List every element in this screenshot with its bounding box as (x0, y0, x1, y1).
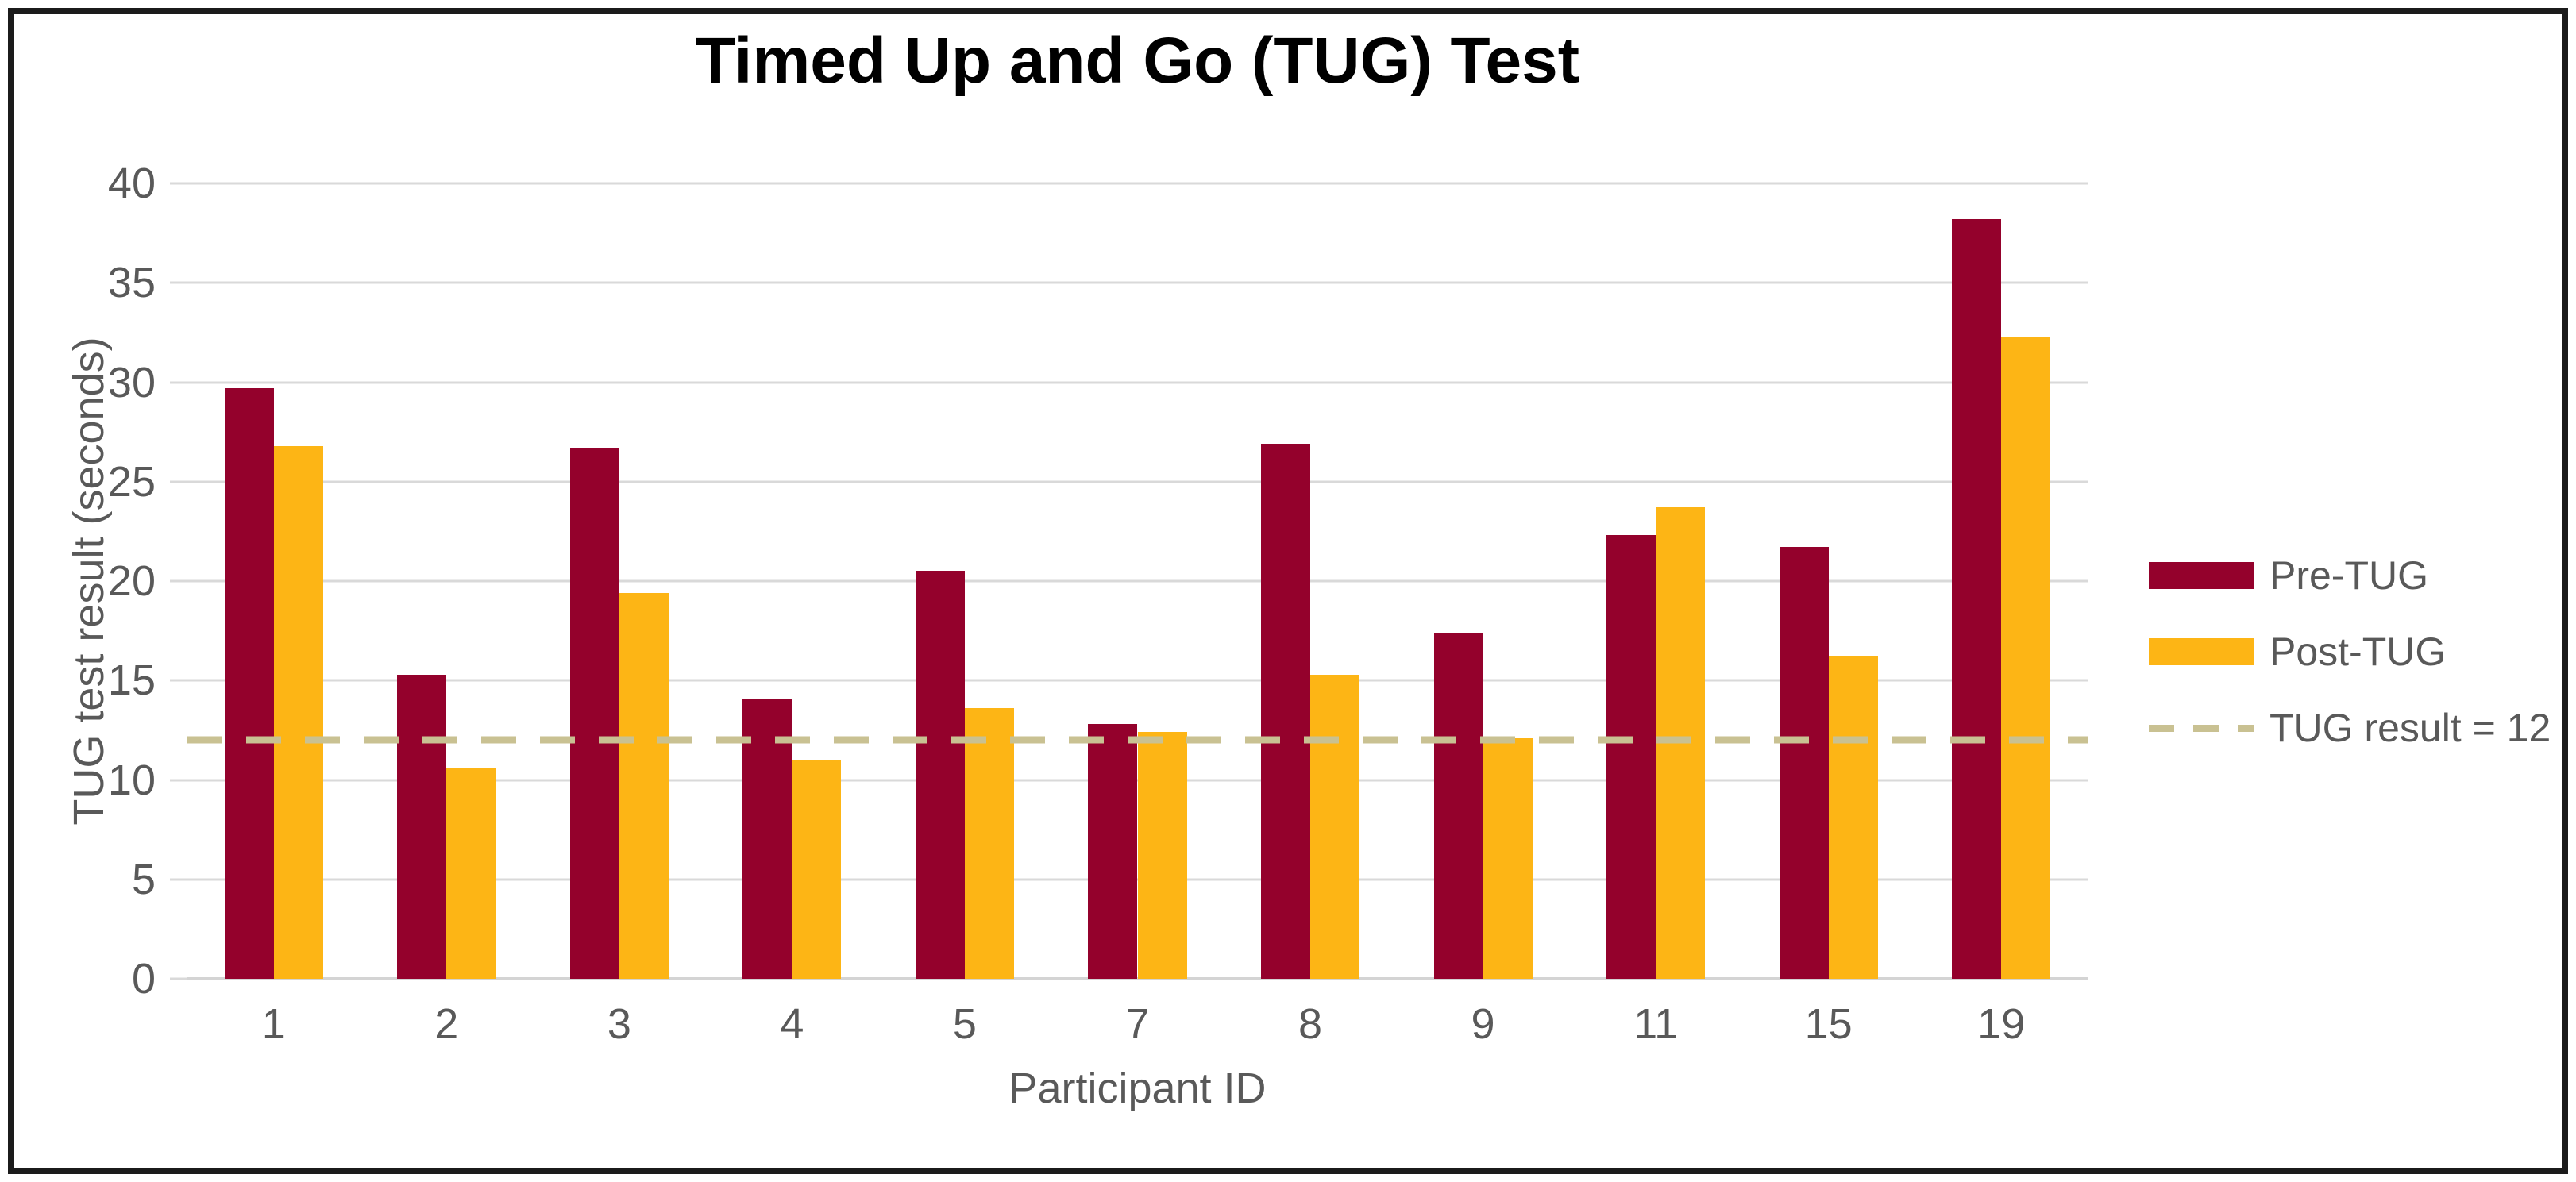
gridline-30 (187, 381, 2088, 383)
bar-post-tug-participant-7 (1137, 732, 1187, 979)
y-tick-mark (170, 281, 187, 284)
gridline-15 (187, 679, 2088, 682)
x-tick-label-4: 4 (780, 1000, 804, 1048)
gridline-35 (187, 281, 2088, 284)
y-tick-mark (170, 579, 187, 583)
legend-item-pre-tug: Pre-TUG (2149, 553, 2551, 598)
y-tick-mark (170, 779, 187, 781)
bar-pre-tug-participant-15 (1779, 547, 1829, 979)
pre-tug-swatch-icon (2149, 562, 2254, 589)
bar-post-tug-participant-2 (446, 768, 496, 979)
x-tick-label-8: 8 (1298, 1000, 1323, 1048)
x-tick-label-11: 11 (1633, 1000, 1679, 1048)
x-tick-label-15: 15 (1804, 1000, 1853, 1048)
gridline-25 (187, 480, 2088, 483)
y-tick-label: 20 (107, 557, 156, 605)
bar-pre-tug-participant-7 (1088, 724, 1138, 979)
bar-pre-tug-participant-9 (1433, 633, 1483, 979)
threshold-dash-icon (2149, 724, 2254, 732)
y-tick-label: 35 (107, 259, 156, 307)
legend-item-post-tug: Post-TUG (2149, 630, 2551, 674)
y-axis-title: TUG test result (seconds) (65, 337, 113, 826)
bar-pre-tug-participant-4 (742, 698, 792, 979)
legend: Pre-TUG Post-TUG TUG result = 12 (2149, 553, 2551, 750)
y-tick-label: 0 (131, 955, 156, 1003)
y-tick-mark (170, 381, 187, 383)
legend-label-post-tug: Post-TUG (2269, 630, 2447, 674)
bar-pre-tug-participant-3 (569, 448, 619, 979)
x-tick-label-1: 1 (261, 1000, 286, 1048)
x-tick-label-19: 19 (1977, 1000, 2026, 1048)
chart-title: Timed Up and Go (TUG) Test (695, 25, 1580, 97)
legend-label-pre-tug: Pre-TUG (2269, 553, 2428, 598)
x-axis-line (187, 977, 2088, 980)
bar-post-tug-participant-1 (273, 445, 323, 979)
bar-pre-tug-participant-5 (915, 571, 965, 979)
y-tick-mark (170, 679, 187, 682)
y-tick-mark (170, 480, 187, 483)
gridline-40 (187, 182, 2088, 185)
gridline-20 (187, 579, 2088, 583)
bar-post-tug-participant-9 (1483, 737, 1533, 979)
bar-pre-tug-participant-8 (1261, 444, 1311, 979)
x-tick-label-5: 5 (952, 1000, 977, 1048)
legend-label-threshold: TUG result = 12 (2269, 706, 2551, 750)
bar-post-tug-participant-15 (1828, 656, 1878, 979)
bar-post-tug-participant-3 (619, 593, 669, 979)
post-tug-swatch-icon (2149, 638, 2254, 665)
legend-item-threshold: TUG result = 12 (2149, 706, 2551, 750)
bar-pre-tug-participant-11 (1606, 535, 1656, 979)
threshold-line (187, 736, 2088, 744)
bar-post-tug-participant-5 (964, 708, 1014, 979)
plot-area: 0 5 10 15 20 25 30 35 40 1 2 3 4 5 7 8 9 11 15 19 (108, 162, 2088, 1045)
y-tick-label: 5 (131, 855, 156, 903)
x-tick-label-9: 9 (1471, 1000, 1495, 1048)
y-tick-mark (170, 878, 187, 881)
bar-pre-tug-participant-2 (397, 674, 447, 979)
bar-post-tug-participant-8 (1310, 674, 1360, 979)
x-axis-title: Participant ID (1008, 1065, 1267, 1112)
y-tick-mark (170, 182, 187, 185)
bar-pre-tug-participant-19 (1952, 219, 2002, 979)
y-tick-label: 25 (107, 457, 156, 506)
x-tick-label-2: 2 (434, 1000, 459, 1048)
y-tick-label: 30 (107, 358, 156, 406)
y-tick-label: 15 (107, 656, 156, 705)
y-tick-label: 40 (107, 160, 156, 207)
x-tick-label-7: 7 (1125, 1000, 1150, 1048)
bar-pre-tug-participant-1 (224, 388, 274, 979)
x-tick-label-3: 3 (607, 1000, 631, 1048)
y-tick-mark (170, 977, 187, 980)
bar-post-tug-participant-4 (792, 760, 842, 979)
y-tick-label: 10 (107, 756, 156, 804)
bar-post-tug-participant-19 (2001, 336, 2051, 979)
